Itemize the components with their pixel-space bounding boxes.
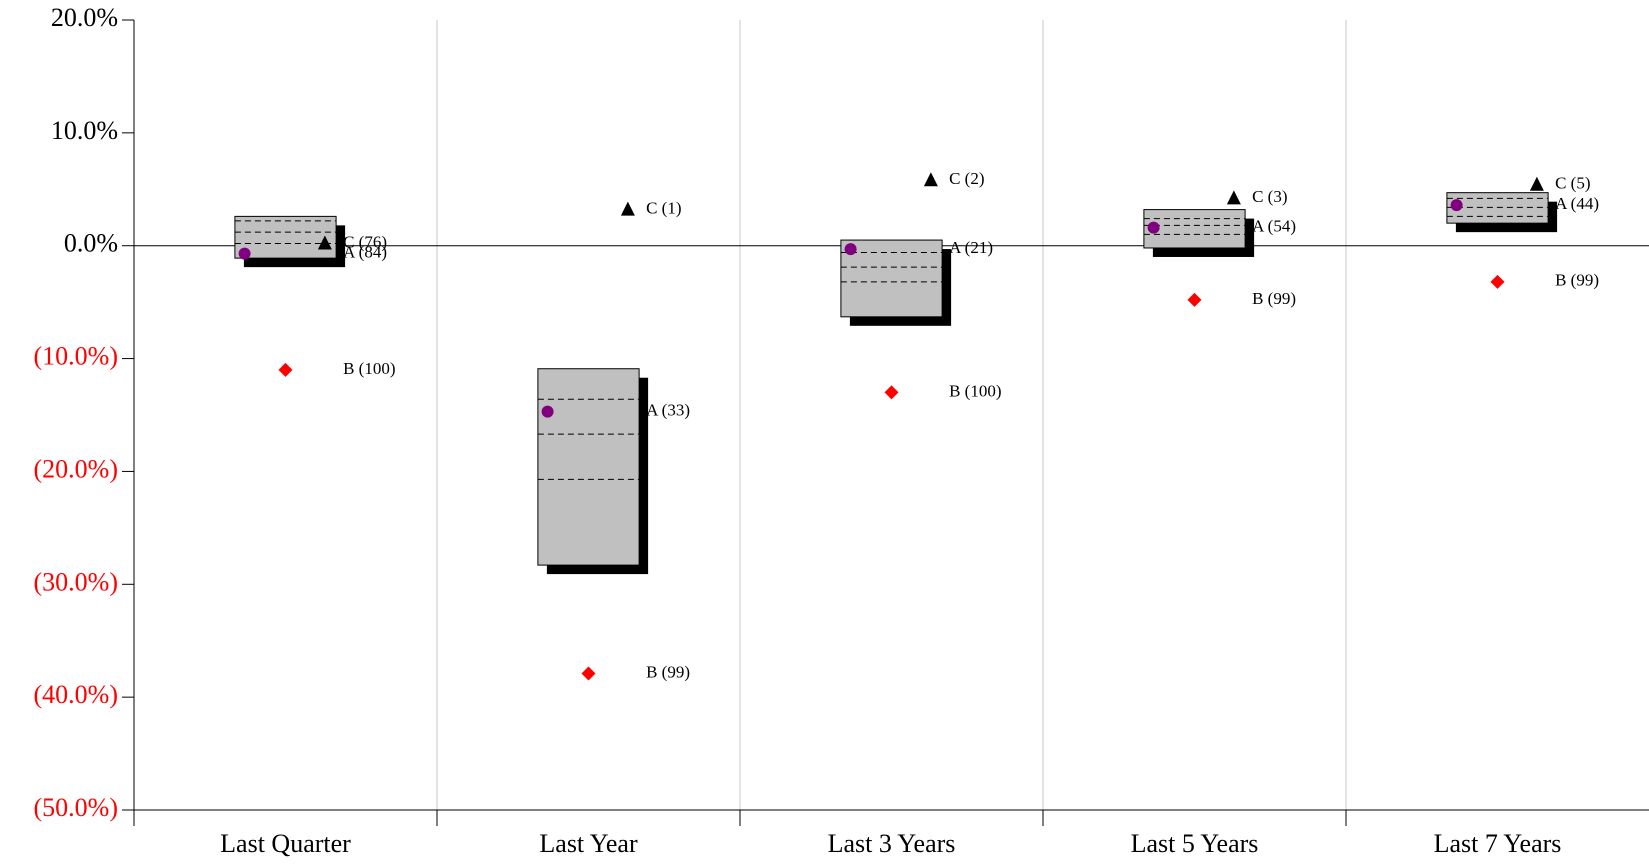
point-label: B (99) [1252, 289, 1296, 308]
y-tick-label: (10.0%) [34, 342, 118, 371]
marker [278, 362, 293, 377]
y-tick-label: (50.0%) [34, 793, 118, 822]
y-tick-label: 10.0% [51, 116, 118, 145]
point-label: B (100) [343, 359, 395, 378]
x-tick-label: Last 7 Years [1434, 829, 1562, 858]
marker [581, 666, 596, 681]
marker [1490, 274, 1505, 289]
x-tick-label: Last 3 Years [828, 829, 956, 858]
y-tick-label: 20.0% [51, 3, 118, 32]
point-label: A (33) [646, 401, 690, 420]
marker [317, 235, 332, 250]
marker [1226, 190, 1241, 205]
point-label: C (5) [1555, 174, 1590, 193]
box [537, 368, 640, 566]
y-tick-label: (20.0%) [34, 454, 118, 483]
marker [923, 172, 938, 187]
point-label: A (44) [1555, 194, 1599, 213]
box [234, 215, 337, 259]
y-tick-label: 0.0% [64, 229, 118, 258]
marker [541, 405, 554, 418]
marker [620, 201, 635, 216]
point-label: C (76) [343, 232, 387, 251]
box [840, 239, 943, 318]
point-label: B (99) [646, 662, 690, 681]
x-tick-label: Last Quarter [220, 829, 351, 858]
y-tick-label: (30.0%) [34, 567, 118, 596]
marker [1529, 176, 1544, 191]
marker [884, 385, 899, 400]
marker [1450, 199, 1463, 212]
point-label: C (1) [646, 199, 681, 218]
point-label: A (84) [343, 243, 387, 262]
point-label: A (54) [1252, 217, 1296, 236]
box [1143, 209, 1246, 249]
point-label: B (99) [1555, 271, 1599, 290]
point-label: B (100) [949, 381, 1001, 400]
point-label: C (2) [949, 169, 984, 188]
marker [844, 243, 857, 256]
marker [1187, 292, 1202, 307]
x-tick-label: Last 5 Years [1131, 829, 1259, 858]
marker [238, 247, 251, 260]
y-tick-label: (40.0%) [34, 680, 118, 709]
marker [1147, 221, 1160, 234]
x-tick-label: Last Year [539, 829, 638, 858]
box [1446, 192, 1549, 224]
point-label: A (21) [949, 238, 993, 257]
point-label: C (3) [1252, 187, 1287, 206]
